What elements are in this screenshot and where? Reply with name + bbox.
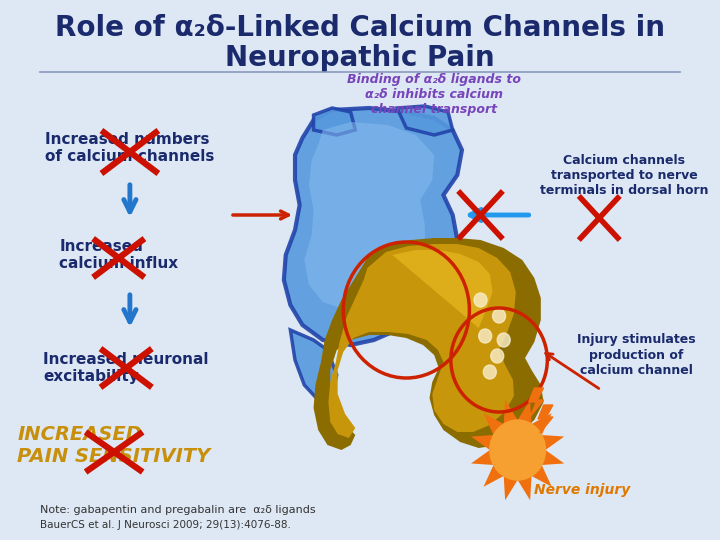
Polygon shape bbox=[305, 122, 434, 310]
Polygon shape bbox=[392, 250, 492, 328]
Text: INCREASED
PAIN SENSITIVITY: INCREASED PAIN SENSITIVITY bbox=[17, 424, 211, 465]
Polygon shape bbox=[518, 476, 531, 500]
Polygon shape bbox=[528, 388, 544, 416]
Polygon shape bbox=[531, 413, 552, 435]
Circle shape bbox=[490, 420, 546, 480]
Polygon shape bbox=[397, 106, 453, 135]
Text: Calcium channels
transported to nerve
terminals in dorsal horn: Calcium channels transported to nerve te… bbox=[540, 153, 708, 197]
Polygon shape bbox=[504, 400, 518, 424]
Polygon shape bbox=[504, 476, 518, 500]
Polygon shape bbox=[484, 465, 504, 487]
Text: Injury stimulates
production of
calcium channel: Injury stimulates production of calcium … bbox=[577, 334, 696, 376]
Polygon shape bbox=[541, 435, 564, 450]
Text: BauerCS et al. J Neurosci 2009; 29(13):4076-88.: BauerCS et al. J Neurosci 2009; 29(13):4… bbox=[40, 520, 291, 530]
Polygon shape bbox=[471, 435, 493, 450]
Polygon shape bbox=[313, 108, 355, 135]
Circle shape bbox=[492, 309, 505, 323]
Circle shape bbox=[483, 365, 496, 379]
Text: Increased numbers
of calcium channels: Increased numbers of calcium channels bbox=[45, 132, 215, 164]
Circle shape bbox=[491, 349, 504, 363]
Text: Nerve injury: Nerve injury bbox=[534, 483, 631, 497]
Text: Neuropathic Pain: Neuropathic Pain bbox=[225, 44, 495, 72]
Text: Increased neuronal
excitability: Increased neuronal excitability bbox=[43, 352, 209, 384]
Polygon shape bbox=[484, 413, 504, 435]
Text: Binding of α₂δ ligands to
α₂δ inhibits calcium
channel transport: Binding of α₂δ ligands to α₂δ inhibits c… bbox=[347, 73, 521, 117]
Polygon shape bbox=[313, 238, 544, 450]
Circle shape bbox=[498, 333, 510, 347]
Text: Note: gabapentin and pregabalin are  α₂δ ligands: Note: gabapentin and pregabalin are α₂δ … bbox=[40, 505, 315, 515]
Text: Role of α₂δ-Linked Calcium Channels in: Role of α₂δ-Linked Calcium Channels in bbox=[55, 14, 665, 42]
Polygon shape bbox=[290, 330, 337, 400]
Polygon shape bbox=[538, 405, 553, 433]
Polygon shape bbox=[531, 465, 552, 487]
Circle shape bbox=[479, 329, 492, 343]
Polygon shape bbox=[518, 400, 531, 424]
Polygon shape bbox=[328, 244, 516, 438]
Polygon shape bbox=[284, 108, 462, 345]
Polygon shape bbox=[471, 450, 493, 465]
Polygon shape bbox=[541, 450, 564, 465]
Circle shape bbox=[474, 293, 487, 307]
Text: Increased
calcium influx: Increased calcium influx bbox=[59, 239, 179, 271]
